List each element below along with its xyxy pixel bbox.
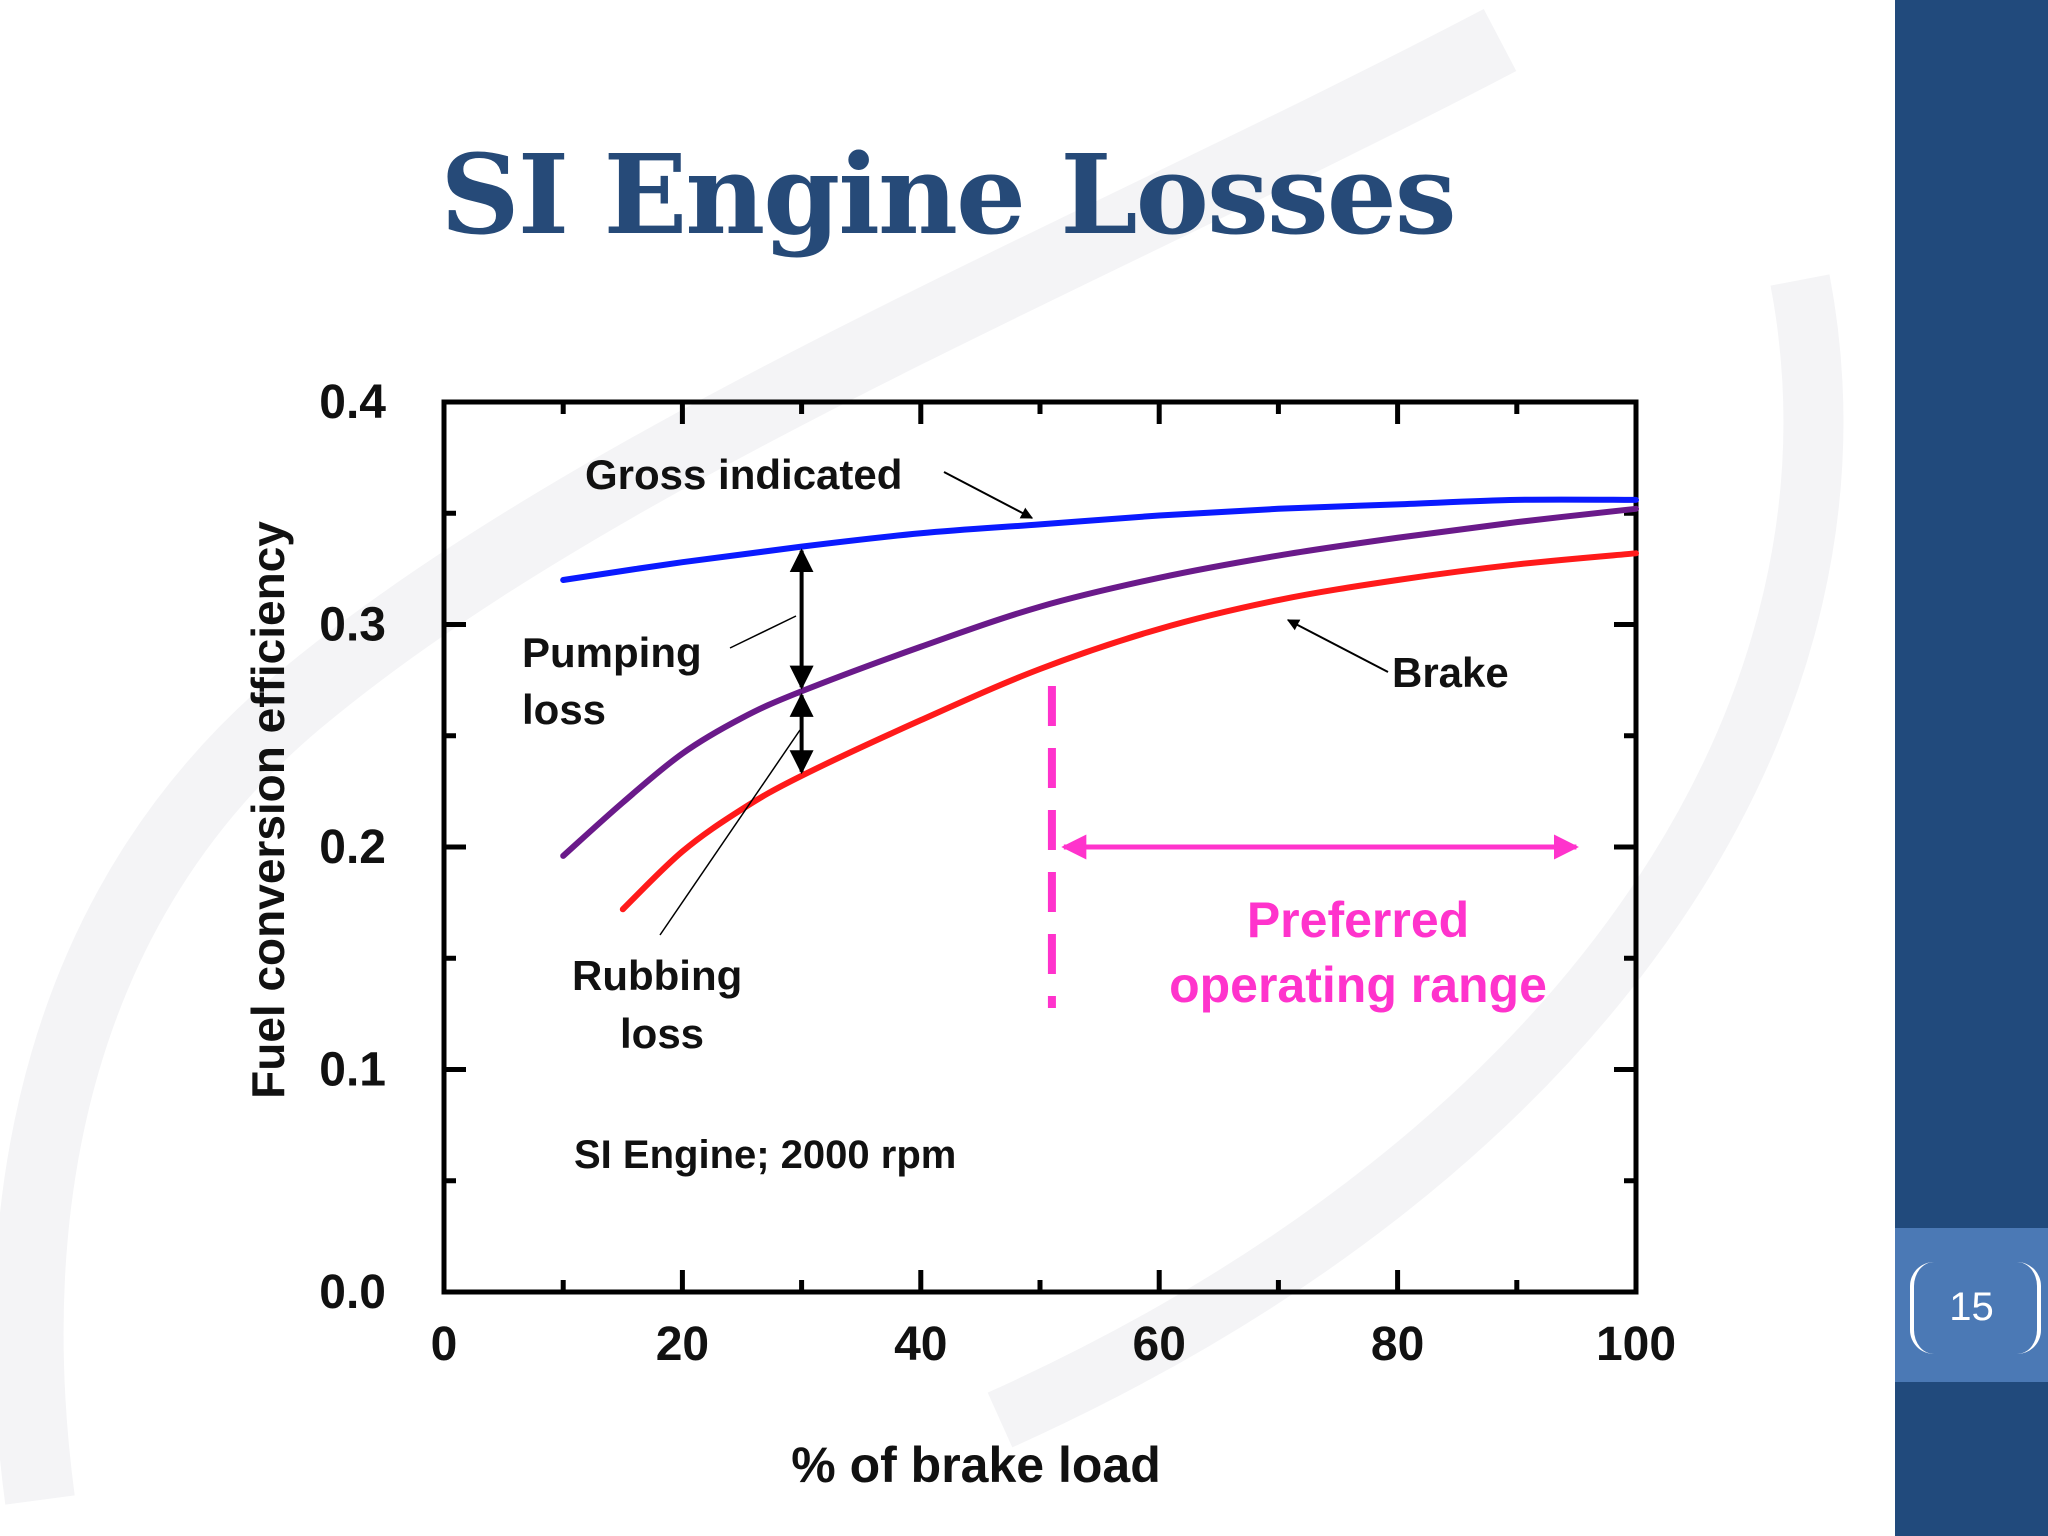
rubbing-loss-label-line1: Rubbing [572, 952, 742, 999]
y-tick-label: 0.1 [319, 1044, 386, 1097]
x-tick-label: 40 [894, 1318, 947, 1371]
pumping-loss-label-line1: Pumping [522, 629, 702, 676]
series-layer [560, 496, 1639, 913]
condition-label: SI Engine; 2000 rpm [574, 1133, 956, 1177]
x-tick-label: 0 [431, 1318, 458, 1371]
axes-layer: 0 20 40 60 80 100 0.0 0.1 0.2 0.3 0.4 [319, 376, 1676, 1371]
net-indicated-curve [560, 505, 1639, 859]
slide-title: SI Engine Losses [440, 130, 1456, 259]
x-tick-label: 20 [656, 1318, 709, 1371]
pumping-loss-label-line2: loss [522, 686, 606, 733]
brake-pointer [1286, 619, 1389, 673]
y-tick-label: 0.3 [319, 599, 386, 652]
x-tick-label: 100 [1596, 1318, 1676, 1371]
y-axis-title: Fuel conversion efficiency [242, 521, 294, 1099]
page-number-bracket [1910, 1262, 2041, 1354]
x-tick-label: 60 [1133, 1318, 1186, 1371]
brake-label: Brake [1392, 649, 1509, 696]
x-axis-title: % of brake load [791, 1437, 1161, 1493]
gross-indicated-label: Gross indicated [585, 451, 902, 498]
page-number-box [1895, 1228, 2048, 1382]
y-tick-label: 0.0 [319, 1266, 386, 1319]
x-tick-label: 80 [1371, 1318, 1424, 1371]
pumping-loss-leader [729, 615, 797, 649]
brake-curve [619, 550, 1639, 913]
preferred-range-label-line2: operating range [1169, 957, 1547, 1013]
page-number: 15 [1949, 1285, 1994, 1329]
rubbing-loss-leader [659, 729, 801, 936]
gross-indicated-pointer [943, 471, 1034, 519]
gross-indicated-curve [560, 496, 1639, 583]
rubbing-loss-label-line2: loss [620, 1010, 704, 1057]
preferred-range-label-line1: Preferred [1247, 892, 1469, 948]
y-tick-label: 0.2 [319, 821, 386, 874]
y-tick-label: 0.4 [319, 376, 386, 429]
annotation-layer [659, 471, 1579, 1008]
